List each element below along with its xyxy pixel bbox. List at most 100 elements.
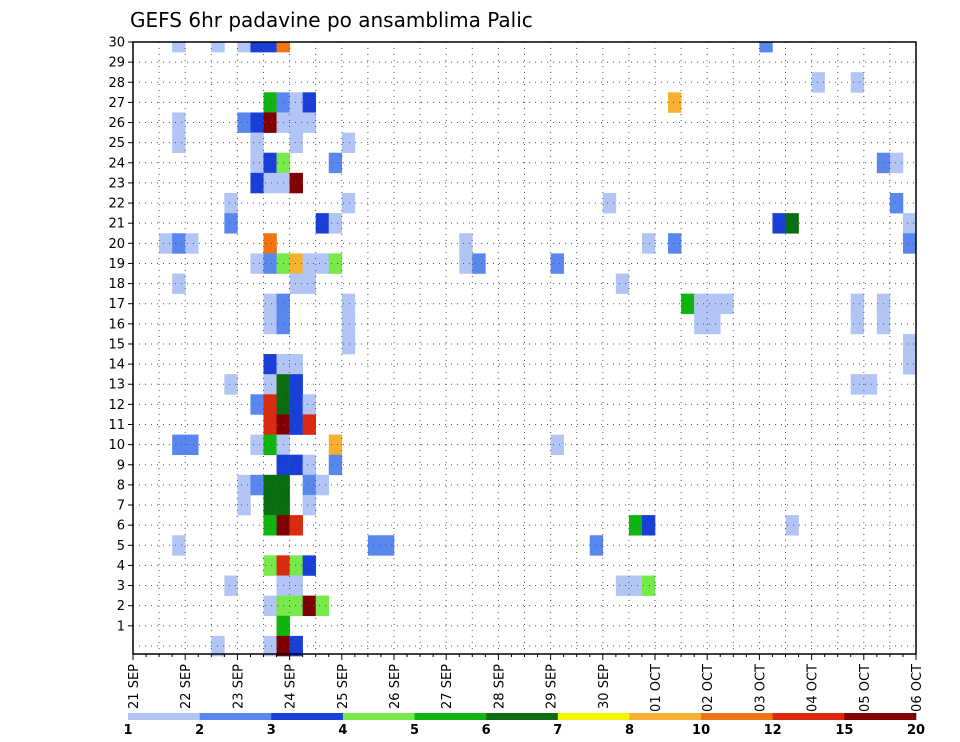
x-tick-label: 29 SEP bbox=[545, 664, 560, 709]
heatmap-cell bbox=[289, 92, 303, 113]
heatmap-cell bbox=[341, 132, 356, 154]
heatmap-cell bbox=[276, 42, 290, 53]
y-tick-label: 9 bbox=[117, 458, 125, 473]
colorbar-swatch bbox=[414, 713, 487, 720]
x-tick-label: 25 SEP bbox=[336, 664, 351, 709]
y-tick-label: 27 bbox=[108, 96, 125, 111]
x-tick-label: 05 OCT bbox=[858, 664, 873, 712]
heatmap-cell bbox=[250, 474, 264, 496]
heatmap-cell bbox=[289, 635, 303, 657]
heatmap-cell bbox=[302, 454, 316, 476]
heatmap-cell bbox=[263, 434, 277, 455]
heatmap-cell bbox=[341, 293, 356, 315]
colorbar-swatch bbox=[486, 713, 559, 720]
heatmap-cell bbox=[380, 535, 395, 556]
colorbar-label: 6 bbox=[482, 723, 491, 738]
heatmap-cell bbox=[289, 354, 303, 375]
heatmap-cell bbox=[459, 233, 473, 254]
y-tick-label: 20 bbox=[108, 237, 125, 252]
heatmap-cell bbox=[263, 474, 277, 496]
heatmap-cell bbox=[250, 132, 264, 154]
heatmap-cell bbox=[289, 515, 303, 536]
heatmap-cell bbox=[289, 112, 303, 133]
heatmap-cell bbox=[615, 575, 630, 596]
heatmap-cell bbox=[172, 132, 186, 154]
y-tick-label: 11 bbox=[108, 418, 125, 433]
y-tick-label: 21 bbox=[108, 217, 125, 232]
heatmap-cell bbox=[785, 515, 799, 536]
heatmap-cell bbox=[263, 152, 277, 174]
heatmap-cell bbox=[185, 434, 199, 455]
x-tick-label: 26 SEP bbox=[388, 664, 403, 709]
x-tick-label: 30 SEP bbox=[597, 664, 612, 709]
heatmap-cell bbox=[602, 192, 617, 214]
colorbar-swatch bbox=[844, 713, 917, 720]
heatmap-cell bbox=[720, 293, 734, 315]
heatmap-cell bbox=[263, 414, 277, 435]
colorbar-label: 2 bbox=[195, 723, 204, 738]
heatmap-cell bbox=[237, 42, 251, 53]
heatmap-cell bbox=[237, 494, 251, 516]
colorbar-swatch bbox=[557, 713, 630, 720]
heatmap-cell bbox=[707, 313, 721, 335]
heatmap-cell bbox=[172, 42, 186, 53]
heatmap-cell bbox=[263, 253, 277, 274]
heatmap-cell bbox=[772, 213, 786, 234]
y-tick-label: 30 bbox=[108, 36, 125, 51]
colorbar-label: 20 bbox=[907, 723, 925, 738]
heatmap-cell bbox=[302, 555, 316, 576]
colorbar-label: 10 bbox=[692, 723, 710, 738]
heatmap-cell bbox=[263, 374, 277, 395]
grid-lines bbox=[133, 42, 916, 654]
heatmap-cell bbox=[185, 233, 199, 254]
x-tick-label: 24 SEP bbox=[284, 664, 299, 709]
heatmap-cell bbox=[850, 72, 865, 93]
heatmap-cell bbox=[172, 273, 186, 294]
heatmap-cell bbox=[785, 213, 799, 234]
heatmap-cell bbox=[902, 354, 917, 375]
heatmap-cell bbox=[302, 494, 316, 516]
colorbar-label: 3 bbox=[267, 723, 276, 738]
x-tick-label: 23 SEP bbox=[231, 664, 246, 709]
heatmap-cell bbox=[668, 233, 682, 254]
heatmap-cell bbox=[237, 112, 251, 133]
heatmap-cell bbox=[889, 152, 904, 174]
heatmap-cell bbox=[367, 535, 382, 556]
heatmap-cell bbox=[302, 273, 316, 294]
heatmap-cell bbox=[250, 112, 264, 133]
heatmap-cell bbox=[302, 474, 316, 496]
heatmap-cell bbox=[289, 414, 303, 435]
colorbar-label: 12 bbox=[764, 723, 782, 738]
x-tick-label: 27 SEP bbox=[440, 664, 455, 709]
heatmap-cell bbox=[668, 92, 682, 113]
y-tick-label: 28 bbox=[108, 76, 125, 91]
heatmap-cell bbox=[289, 253, 303, 274]
heatmap-cell bbox=[289, 132, 303, 154]
heatmap-cell bbox=[302, 595, 316, 617]
heatmap-cell bbox=[341, 313, 356, 335]
heatmap-cell bbox=[224, 374, 238, 395]
y-tick-label: 29 bbox=[108, 56, 125, 71]
heatmap-cell bbox=[172, 233, 186, 254]
colorbar-swatch bbox=[701, 713, 774, 720]
colorbar-label: 8 bbox=[625, 723, 634, 738]
heatmap-cell bbox=[289, 575, 303, 596]
heatmap-cell bbox=[224, 192, 238, 214]
heatmap-cell bbox=[641, 233, 656, 254]
heatmap-cell bbox=[628, 575, 643, 596]
heatmap-cell bbox=[641, 575, 656, 596]
colorbar-label: 5 bbox=[410, 723, 419, 738]
heatmap-cell bbox=[263, 172, 277, 194]
colorbar-swatch bbox=[342, 713, 415, 720]
y-tick-label: 26 bbox=[108, 116, 125, 131]
heatmap-cell bbox=[263, 635, 277, 657]
heatmap-cell bbox=[889, 192, 904, 214]
heatmap-cell bbox=[341, 333, 356, 355]
y-tick-label: 4 bbox=[117, 559, 125, 574]
y-tick-label: 1 bbox=[117, 619, 125, 634]
y-tick-label: 22 bbox=[108, 197, 125, 212]
heatmap-cell bbox=[902, 213, 917, 234]
heatmap-cell bbox=[263, 494, 277, 516]
heatmap-cell bbox=[472, 253, 486, 274]
